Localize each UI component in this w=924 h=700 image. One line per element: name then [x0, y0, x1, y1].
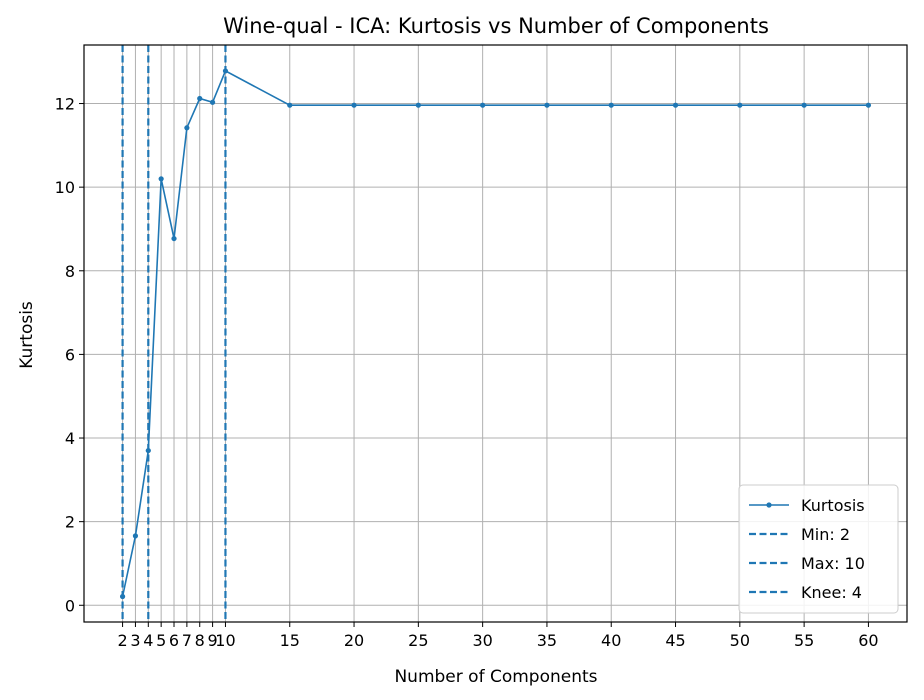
legend-label: Knee: 4 [801, 583, 862, 602]
x-tick-label: 30 [472, 631, 492, 650]
x-axis-label: Number of Components [394, 667, 597, 687]
plot-frame [83, 44, 908, 623]
y-tick-label: 0 [65, 596, 75, 615]
legend: Kurtosis Min: 2 Max: 10 Knee: 4 [738, 484, 899, 614]
y-axis-label: Kurtosis [17, 301, 37, 369]
data-point [480, 102, 486, 108]
data-point [119, 593, 126, 600]
data-point [351, 102, 357, 108]
data-point [672, 102, 679, 108]
data-point [132, 533, 139, 539]
x-tick-label: 55 [794, 631, 814, 650]
x-tick-label: 6 [169, 631, 179, 650]
data-point [145, 447, 151, 454]
x-tick-label: 45 [665, 631, 685, 650]
data-point [865, 102, 872, 108]
x-tick-label: 60 [858, 631, 878, 650]
legend-label: Min: 2 [801, 525, 850, 544]
x-axis-ticks: 2 3 4 5 6 7 8 910 15 20 25 30 35 40 45 50 55 60 [117, 622, 879, 650]
x-tick-label: 20 [344, 631, 364, 650]
data-point [801, 102, 807, 108]
y-axis-ticks: 0 2 4 6 8 10 12 [55, 95, 84, 615]
data-point [415, 102, 421, 108]
legend-label: Kurtosis [801, 496, 865, 515]
data-point [184, 125, 190, 131]
x-tick-label: 4 [143, 631, 153, 650]
y-tick-label: 10 [55, 178, 75, 197]
x-tick-label: 35 [537, 631, 557, 650]
data-point [209, 99, 216, 105]
data-point [287, 102, 293, 108]
y-tick-label: 2 [65, 513, 75, 532]
data-point [737, 102, 743, 108]
x-tick-label: 8 [195, 631, 205, 650]
x-tick-label: 40 [601, 631, 621, 650]
x-tick-label: 50 [730, 631, 750, 650]
data-point [197, 95, 203, 102]
data-point [222, 68, 229, 74]
data-point [158, 176, 164, 182]
x-tick-label: 3 [130, 631, 140, 650]
series-group [119, 68, 872, 600]
y-tick-label: 8 [65, 262, 75, 281]
legend-label: Max: 10 [801, 554, 865, 573]
y-tick-label: 4 [65, 429, 75, 448]
x-tick-label: 25 [408, 631, 428, 650]
data-point [608, 102, 614, 108]
y-tick-label: 12 [55, 95, 75, 114]
x-tick-label: 10 [215, 631, 235, 650]
x-tick-label: 15 [280, 631, 300, 650]
chart-title: Wine-qual - ICA: Kurtosis vs Number of C… [223, 14, 769, 38]
x-tick-label: 2 [117, 631, 127, 650]
data-point [171, 235, 177, 242]
legend-swatch-marker [766, 502, 772, 508]
y-tick-label: 6 [65, 345, 75, 364]
legend-box [738, 484, 899, 614]
x-tick-label: 7 [182, 631, 192, 650]
data-point [544, 102, 550, 108]
x-tick-label: 5 [156, 631, 166, 650]
reference-lines [121, 45, 227, 622]
x-tick-label: 9 [208, 631, 218, 650]
